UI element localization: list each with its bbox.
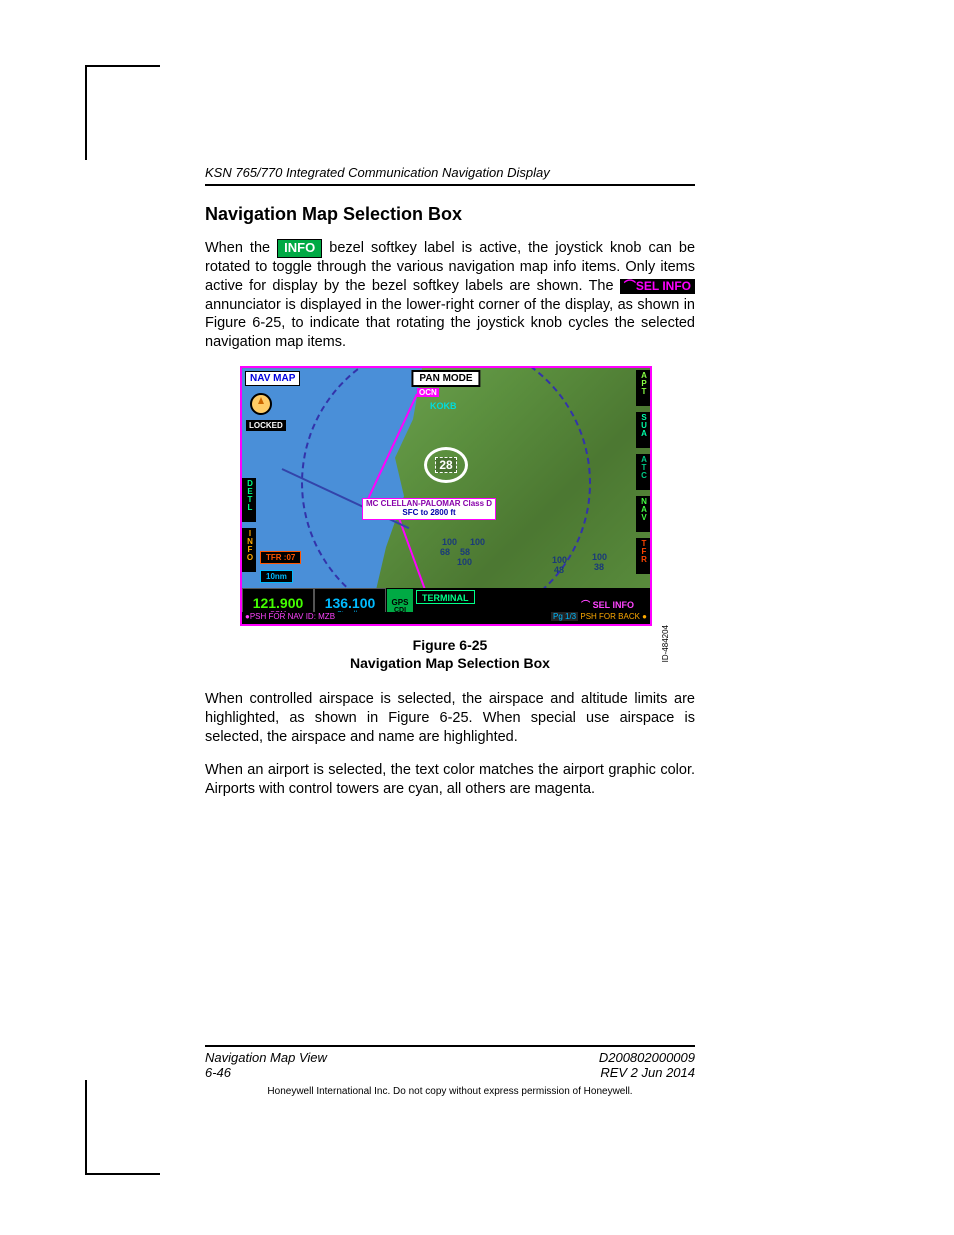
- sel-info-badge: ⌒SEL INFO: [620, 279, 695, 295]
- terminal-label: TERMINAL: [416, 590, 475, 604]
- tab-detl[interactable]: DETL: [242, 478, 256, 522]
- paragraph-3: When an airport is selected, the text co…: [205, 761, 695, 799]
- scale-indicator: 10nm: [260, 570, 293, 583]
- doc-header: KSN 765/770 Integrated Communication Nav…: [205, 165, 695, 180]
- airspace-altitude: SFC to 2800 ft: [366, 509, 492, 518]
- footer-rule: [205, 1045, 695, 1047]
- footer-left1: Navigation Map View: [205, 1050, 327, 1065]
- para1-pre: When the: [205, 240, 277, 256]
- content-area: KSN 765/770 Integrated Communication Nav…: [205, 165, 695, 813]
- gps-label: GPS: [390, 599, 410, 607]
- figure-caption: Figure 6-25 Navigation Map Selection Box: [240, 636, 660, 672]
- footer-area: Navigation Map View D200802000009 6-46 R…: [205, 1045, 695, 1097]
- status-left: ●PSH FOR NAV ID: MZB: [245, 612, 335, 624]
- footer-right2: REV 2 Jun 2014: [600, 1065, 695, 1080]
- altitude-label: 100: [592, 553, 607, 561]
- para1-post: annunciator is displayed in the lower-ri…: [205, 297, 695, 351]
- freq-standby: 136.100: [318, 595, 382, 611]
- footer-right1: D200802000009: [599, 1050, 695, 1065]
- footer-row-2: 6-46 REV 2 Jun 2014: [205, 1065, 695, 1080]
- altitude-label: 68: [440, 548, 450, 556]
- altitude-label: 38: [594, 563, 604, 571]
- caption-line2: Navigation Map Selection Box: [240, 654, 660, 672]
- tab-info[interactable]: INFO: [242, 528, 256, 572]
- center-cursor: 28: [424, 447, 468, 483]
- altitude-label: 58: [460, 548, 470, 556]
- status-right: PSH FOR BACK ●: [580, 612, 647, 621]
- tab-tfr[interactable]: TFR: [636, 538, 650, 574]
- altitude-label: 48: [554, 566, 564, 574]
- tab-sua[interactable]: SUA: [636, 412, 650, 448]
- altitude-label: 100: [442, 538, 457, 546]
- status-line: ●PSH FOR NAV ID: MZB Pg 1/3 PSH FOR BACK…: [242, 612, 650, 624]
- airspace-info-box: MC CLELLAN-PALOMAR Class D SFC to 2800 f…: [362, 498, 496, 520]
- status-page: Pg 1/3: [551, 612, 578, 621]
- pan-mode-label: PAN MODE: [411, 370, 480, 387]
- compass-icon: [250, 393, 272, 415]
- tab-nav[interactable]: NAV: [636, 496, 650, 532]
- copyright: Honeywell International Inc. Do not copy…: [205, 1086, 695, 1097]
- kokb-airport: KOKB: [430, 401, 457, 411]
- ocn-waypoint: OCN: [417, 388, 439, 397]
- figure-id: ID-484204: [661, 625, 670, 662]
- footer-left2: 6-46: [205, 1065, 231, 1080]
- center-range: 28: [435, 457, 456, 473]
- corner-crop-top: [85, 65, 160, 160]
- corner-crop-bottom: [85, 1080, 160, 1175]
- nav-map-display: NAV MAP PAN MODE LOCKED OCN KOKB 28 MC C…: [240, 366, 652, 626]
- tab-apt[interactable]: APT: [636, 370, 650, 406]
- sel-info-annunciator: ⌒ SEL INFO: [581, 598, 634, 611]
- footer-row-1: Navigation Map View D200802000009: [205, 1050, 695, 1065]
- figure-container: NAV MAP PAN MODE LOCKED OCN KOKB 28 MC C…: [240, 366, 660, 672]
- freq-active: 121.900: [246, 595, 310, 611]
- info-badge: INFO: [277, 239, 322, 258]
- nav-map-label: NAV MAP: [245, 371, 300, 386]
- paragraph-2: When controlled airspace is selected, th…: [205, 690, 695, 747]
- paragraph-1: When the INFO bezel softkey label is act…: [205, 239, 695, 352]
- altitude-label: 100: [457, 558, 472, 566]
- altitude-label: 100: [552, 556, 567, 564]
- header-rule: [205, 184, 695, 186]
- tab-atc[interactable]: ATC: [636, 454, 650, 490]
- section-heading at section-heading: Navigation Map Selection Box: [205, 204, 695, 225]
- caption-line1: Figure 6-25: [240, 636, 660, 654]
- locked-label: LOCKED: [246, 420, 286, 431]
- altitude-label: 100: [470, 538, 485, 546]
- tfr-indicator: TFR :07: [260, 551, 301, 564]
